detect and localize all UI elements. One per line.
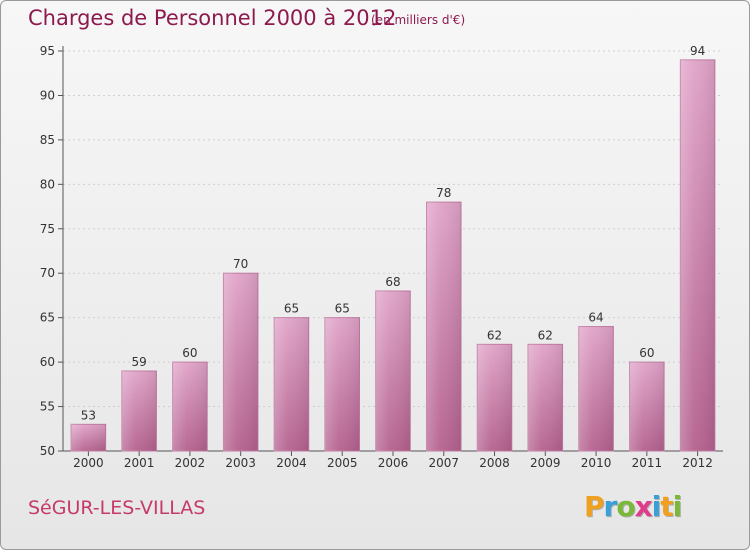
bar-shine — [223, 273, 258, 451]
y-tick-label: 80 — [40, 177, 55, 191]
proxiti-logo[interactable]: Proxiti — [584, 490, 683, 523]
x-tick-label: 2009 — [530, 456, 561, 470]
y-tick-label: 85 — [40, 133, 55, 147]
bar-value-label: 60 — [639, 346, 654, 360]
x-tick-label: 2007 — [428, 456, 459, 470]
x-tick-label: 2005 — [327, 456, 358, 470]
bar-value-label: 53 — [81, 408, 96, 422]
y-tick-label: 75 — [40, 222, 55, 236]
bar-shine — [71, 424, 106, 451]
y-tick-label: 65 — [40, 311, 55, 325]
x-tick-label: 2011 — [632, 456, 663, 470]
bar-shine — [375, 291, 411, 451]
x-tick-label: 2003 — [225, 456, 256, 470]
x-tick-label: 2002 — [175, 456, 206, 470]
bar-shine — [172, 362, 208, 451]
bar-shine — [578, 326, 614, 451]
bar-shine — [121, 371, 157, 451]
logo-letter: x — [634, 490, 653, 523]
commune-name: SéGUR-LES-VILLAS — [28, 497, 206, 519]
x-tick-label: 2008 — [479, 456, 510, 470]
bar-shine — [324, 317, 360, 451]
bar-shine — [426, 202, 462, 451]
logo-letter: t — [660, 490, 673, 523]
bar-value-label: 59 — [132, 355, 147, 369]
bar-value-label: 64 — [588, 311, 603, 325]
y-tick-label: 70 — [40, 266, 55, 280]
bar-value-label: 94 — [690, 44, 705, 58]
y-tick-label: 60 — [40, 355, 55, 369]
bar-value-label: 70 — [233, 257, 248, 271]
y-tick-label: 95 — [40, 44, 55, 58]
y-tick-label: 90 — [40, 88, 55, 102]
bar-value-label: 65 — [284, 302, 299, 316]
bar-shine — [528, 344, 563, 451]
bar-shine — [274, 317, 309, 451]
x-tick-label: 2010 — [581, 456, 612, 470]
y-tick-label: 50 — [40, 444, 55, 458]
logo-letter: P — [584, 490, 605, 523]
x-tick-label: 2000 — [73, 456, 104, 470]
logo-letter: i — [651, 490, 662, 523]
bar-shine — [680, 59, 715, 452]
logo-letter: o — [616, 490, 635, 523]
chart-subtitle: (en milliers d'€) — [371, 13, 466, 27]
x-tick-label: 2004 — [276, 456, 307, 470]
bar-value-label: 62 — [538, 328, 553, 342]
logo-letter: r — [603, 490, 618, 523]
x-tick-label: 2012 — [682, 456, 713, 470]
y-tick-label: 55 — [40, 400, 55, 414]
bar-value-label: 78 — [436, 186, 451, 200]
bar-value-label: 68 — [385, 275, 400, 289]
bar-value-label: 62 — [487, 328, 502, 342]
logo-letter: i — [672, 490, 683, 523]
bar-value-label: 65 — [335, 302, 350, 316]
bar-value-label: 60 — [182, 346, 197, 360]
x-tick-label: 2006 — [378, 456, 409, 470]
bar-shine — [477, 344, 512, 451]
chart-title: Charges de Personnel 2000 à 2012 — [28, 6, 397, 30]
bar-shine — [629, 362, 665, 451]
x-tick-label: 2001 — [124, 456, 155, 470]
